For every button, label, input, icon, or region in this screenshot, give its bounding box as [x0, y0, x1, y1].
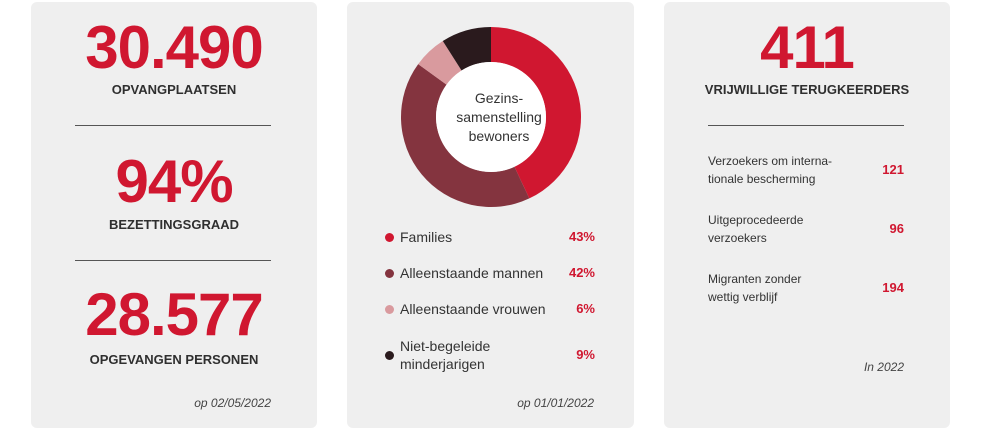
stat-value-bezettingsgraad: 94%: [115, 148, 233, 215]
returnee-label: Uitgeprocedeerde verzoekers: [708, 211, 858, 247]
legend-label: Alleenstaande mannen: [400, 265, 544, 281]
returnee-label-line: Uitgeprocedeerde: [708, 213, 804, 227]
stat-label-opvangplaatsen: OPVANGPLAATSEN: [111, 82, 237, 97]
date-note: In 2022: [863, 360, 904, 374]
returnee-label-line: verzoekers: [708, 231, 767, 245]
legend-value: 42%: [568, 265, 595, 280]
donut-center-line: Gezins-: [474, 90, 524, 106]
date-note: op 02/05/2022: [194, 396, 271, 410]
legend-swatch: [385, 351, 394, 360]
legend-item: Alleenstaande vrouwen 6%: [385, 300, 595, 320]
legend-value: 9%: [576, 347, 595, 362]
legend-item: Niet-begeleide minderjarigen 9%: [385, 337, 595, 375]
legend-swatch: [385, 269, 394, 278]
legend-swatch: [385, 305, 394, 314]
returnee-label-line: Migranten zonder: [708, 272, 802, 286]
donut-slice-niet-begeleide-minderjarigen: [442, 27, 491, 71]
returnee-row: Uitgeprocedeerde verzoekers 96: [708, 211, 904, 247]
stat-value-opvangplaatsen: 30.490: [85, 14, 264, 81]
legend-value: 6%: [576, 301, 595, 316]
stat-label-opgevangen: OPGEVANGEN PERSONEN: [89, 352, 259, 367]
returnee-row: Verzoekers om interna- tionale beschermi…: [708, 152, 904, 188]
stat-label-bezettingsgraad: BEZETTINGSGRAAD: [109, 217, 239, 232]
legend-value: 43%: [568, 229, 595, 244]
donut-slice-alleenstaande-mannen: [401, 64, 530, 207]
returnee-label-line: tionale bescherming: [708, 172, 816, 186]
donut-chart: [401, 27, 581, 207]
stats-panel-capacity: 30.490 OPVANGPLAATSEN 94% BEZETTINGSGRAA…: [31, 2, 317, 428]
returnee-value: 194: [882, 280, 904, 295]
stats-panel-returnees: 411 VRIJWILLIGE TERUGKEERDERS Verzoekers…: [664, 2, 950, 428]
stat-label-terugkeerders: VRIJWILLIGE TERUGKEERDERS: [704, 82, 910, 97]
donut-center-line: bewoners: [468, 128, 530, 144]
divider: [708, 125, 904, 126]
stat-value-terugkeerders: 411: [760, 14, 855, 81]
returnee-label-line: Verzoekers om interna-: [708, 154, 833, 168]
legend-label-line: Niet-begeleide: [400, 338, 491, 354]
stats-panel-composition: Gezins- samenstelling bewoners Families …: [347, 2, 634, 428]
returnee-label: Migranten zonder wettig verblijf: [708, 270, 858, 306]
donut-center-label: Gezins- samenstelling bewoners: [439, 89, 559, 146]
legend-swatch: [385, 233, 394, 242]
legend-item: Families 43%: [385, 228, 595, 248]
legend-item: Alleenstaande mannen 42%: [385, 264, 595, 284]
divider: [75, 260, 271, 261]
legend-label: Families: [400, 229, 453, 245]
returnee-label-line: wettig verblijf: [708, 290, 778, 304]
donut-slice-families: [491, 27, 581, 199]
divider: [75, 125, 271, 126]
legend-label: Niet-begeleide minderjarigen: [400, 337, 490, 373]
stat-value-opgevangen: 28.577: [85, 281, 264, 348]
legend-label-line: minderjarigen: [400, 356, 485, 372]
donut-center-line: samenstelling: [456, 109, 542, 125]
legend-label: Alleenstaande vrouwen: [400, 301, 546, 317]
returnee-value: 96: [889, 221, 904, 236]
returnee-row: Migranten zonder wettig verblijf 194: [708, 270, 904, 306]
returnee-value: 121: [882, 162, 904, 177]
donut-slice-alleenstaande-vrouwen: [418, 41, 462, 85]
date-note: op 01/01/2022: [517, 396, 594, 410]
donut-hole: [436, 62, 546, 172]
returnee-label: Verzoekers om interna- tionale beschermi…: [708, 152, 858, 188]
